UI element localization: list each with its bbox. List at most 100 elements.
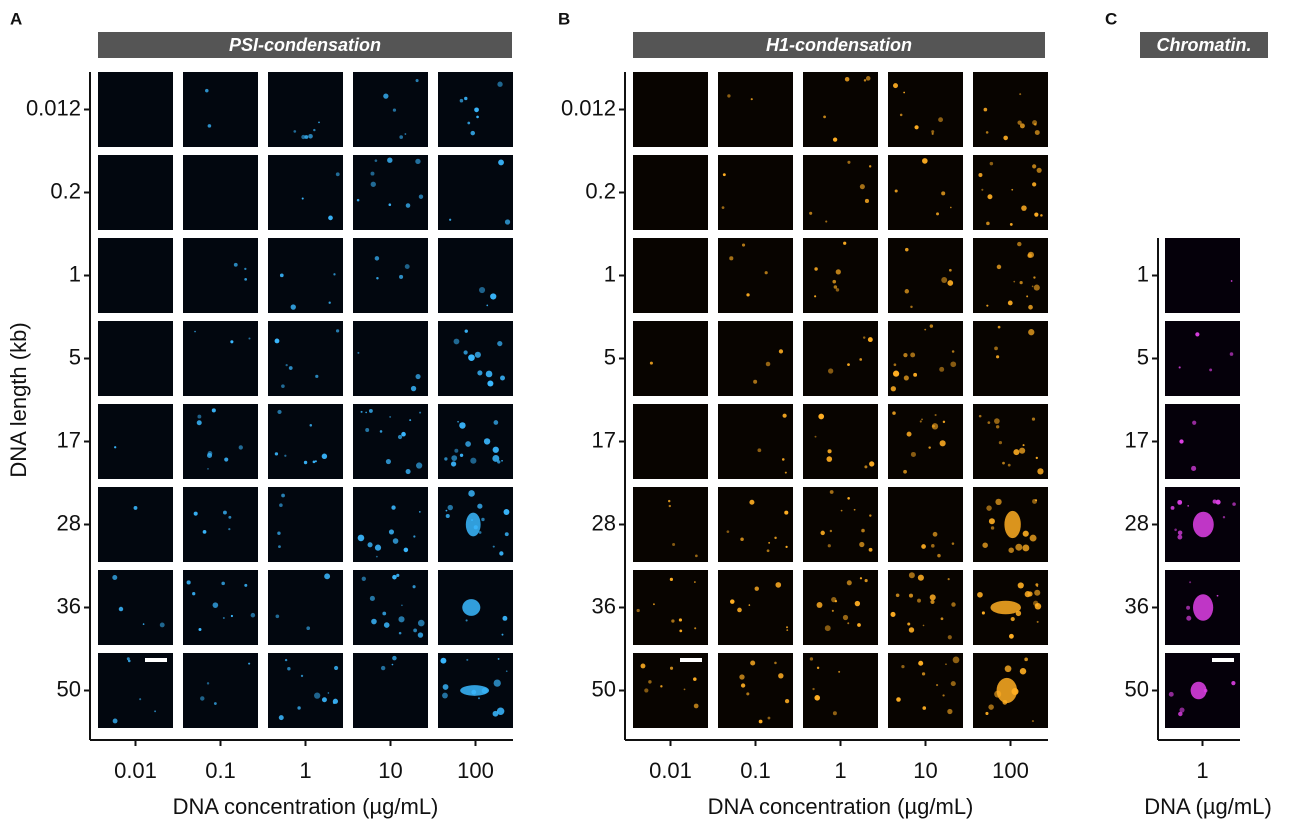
particle bbox=[393, 538, 399, 544]
row-label: 50 bbox=[592, 676, 616, 701]
particle bbox=[442, 693, 448, 699]
particle bbox=[947, 280, 953, 286]
particle bbox=[987, 421, 990, 424]
particle bbox=[333, 699, 338, 704]
particle bbox=[208, 124, 212, 128]
micrograph bbox=[633, 238, 708, 313]
particle bbox=[459, 422, 465, 428]
column-label: 0.1 bbox=[205, 758, 236, 783]
micrograph-bg bbox=[1165, 321, 1240, 396]
particle bbox=[1017, 121, 1021, 125]
particle bbox=[504, 509, 510, 515]
micrograph-bg bbox=[718, 404, 793, 479]
particle bbox=[376, 277, 378, 279]
micrograph bbox=[803, 238, 878, 313]
particle bbox=[832, 610, 834, 612]
particle bbox=[825, 220, 827, 222]
micrograph-bg bbox=[973, 404, 1048, 479]
particle bbox=[244, 278, 247, 281]
particle bbox=[987, 194, 992, 199]
micrograph bbox=[1165, 321, 1240, 396]
particle bbox=[1034, 590, 1040, 596]
micrograph bbox=[183, 653, 258, 728]
particle bbox=[313, 461, 316, 464]
particle bbox=[729, 256, 733, 260]
particle bbox=[757, 448, 761, 452]
particle bbox=[281, 494, 285, 498]
particle bbox=[304, 461, 307, 464]
particle bbox=[384, 622, 390, 628]
column-label: 0.01 bbox=[114, 758, 157, 783]
particle bbox=[1036, 585, 1038, 587]
micrograph bbox=[353, 404, 428, 479]
micrograph bbox=[353, 570, 428, 645]
micrograph-bg bbox=[633, 404, 708, 479]
particle bbox=[194, 331, 196, 333]
particle bbox=[843, 615, 848, 620]
particle bbox=[1025, 591, 1031, 597]
micrograph bbox=[888, 653, 963, 728]
particle bbox=[893, 83, 898, 88]
particle bbox=[160, 623, 165, 628]
particle bbox=[843, 242, 846, 245]
y-axis-title: DNA length (kb) bbox=[6, 322, 31, 477]
particle bbox=[291, 304, 296, 309]
particle bbox=[306, 626, 310, 630]
particle bbox=[930, 594, 936, 600]
particle bbox=[765, 271, 768, 274]
micrograph bbox=[633, 72, 708, 147]
particle bbox=[759, 720, 763, 724]
particle bbox=[817, 667, 819, 669]
particle bbox=[1174, 529, 1177, 532]
particle bbox=[287, 667, 290, 670]
particle bbox=[375, 256, 380, 261]
particle bbox=[409, 419, 411, 421]
particle bbox=[833, 137, 837, 141]
particle bbox=[1032, 120, 1037, 125]
micrograph bbox=[888, 404, 963, 479]
particle bbox=[380, 430, 383, 433]
particle bbox=[277, 532, 280, 535]
particle bbox=[741, 683, 745, 687]
particle bbox=[865, 199, 869, 203]
particle bbox=[1223, 516, 1225, 518]
row-label: 36 bbox=[592, 593, 616, 618]
particle bbox=[1019, 93, 1021, 95]
particle bbox=[470, 458, 476, 464]
micrograph bbox=[888, 570, 963, 645]
particle bbox=[859, 542, 864, 547]
micrograph bbox=[803, 570, 878, 645]
particle bbox=[914, 125, 918, 129]
particle bbox=[419, 511, 421, 513]
particle bbox=[443, 684, 449, 690]
particle bbox=[679, 630, 682, 633]
particle bbox=[411, 386, 416, 391]
particle bbox=[860, 184, 865, 189]
particle bbox=[207, 453, 212, 458]
particle bbox=[753, 380, 757, 384]
particle bbox=[114, 446, 116, 448]
particle bbox=[493, 447, 499, 453]
particle bbox=[859, 358, 862, 361]
particle bbox=[451, 455, 457, 461]
particle bbox=[903, 470, 907, 474]
condensate bbox=[1191, 682, 1207, 700]
particle bbox=[371, 619, 377, 625]
particle bbox=[460, 454, 463, 457]
particle bbox=[212, 408, 216, 412]
particle bbox=[766, 362, 771, 367]
particle bbox=[1032, 417, 1035, 420]
micrograph bbox=[438, 487, 513, 562]
panel-title: Chromatin. bbox=[1156, 35, 1251, 55]
micrograph bbox=[183, 72, 258, 147]
particle bbox=[365, 412, 367, 414]
particle bbox=[1032, 286, 1034, 288]
micrograph bbox=[183, 238, 258, 313]
condensate bbox=[1193, 594, 1213, 620]
particle bbox=[198, 628, 201, 631]
particle bbox=[1013, 281, 1015, 283]
micrograph-bg bbox=[438, 155, 513, 230]
particle bbox=[932, 425, 935, 428]
particle bbox=[454, 449, 458, 453]
particle bbox=[746, 692, 749, 695]
